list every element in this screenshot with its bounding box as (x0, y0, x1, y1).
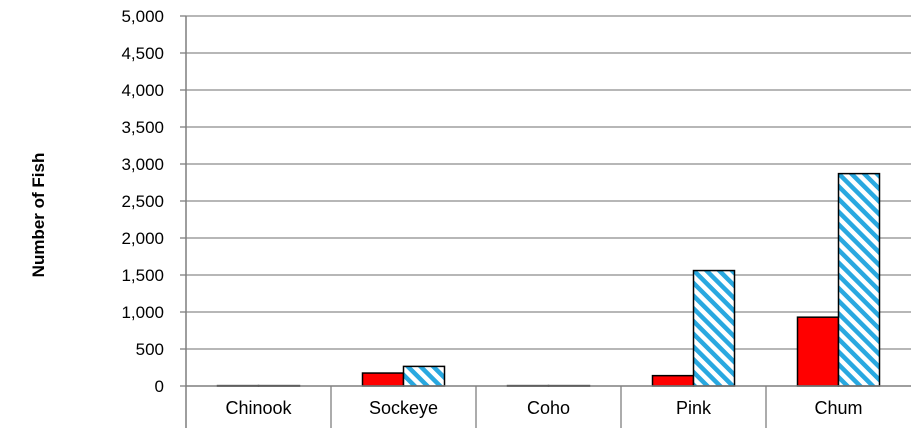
y-tick-labels: 0 500 1,000 1,500 2,000 2,500 3,000 3,500 4,000 4… (121, 7, 164, 396)
bar-hatched (837, 172, 881, 387)
gridlines (180, 15, 911, 387)
bar-solid (651, 374, 695, 387)
y-tick-label: 2,500 (121, 192, 164, 211)
category-label: Pink (676, 398, 712, 418)
y-tick-label: 5,000 (121, 7, 164, 26)
y-tick-label: 3,000 (121, 155, 164, 174)
y-tick-label: 500 (136, 340, 164, 359)
y-tick-label: 4,000 (121, 81, 164, 100)
bar-solid (361, 372, 405, 387)
y-tick-label: 2,000 (121, 229, 164, 248)
y-tick-label: 4,500 (121, 44, 164, 63)
category-labels: Chinook Sockeye Coho Pink Chum (225, 398, 862, 418)
axes (185, 16, 911, 428)
y-tick-label: 1,500 (121, 266, 164, 285)
y-tick-label: 1,000 (121, 303, 164, 322)
category-label: Coho (527, 398, 570, 418)
y-axis-title: Number of Fish (29, 153, 48, 278)
bar-hatched (692, 269, 736, 387)
y-tick-label: 0 (155, 377, 164, 396)
category-label: Sockeye (369, 398, 438, 418)
bars (216, 172, 881, 387)
category-label: Chinook (225, 398, 292, 418)
bar-solid (796, 316, 840, 387)
bar-hatched (402, 365, 446, 387)
category-label: Chum (814, 398, 862, 418)
y-tick-label: 3,500 (121, 118, 164, 137)
